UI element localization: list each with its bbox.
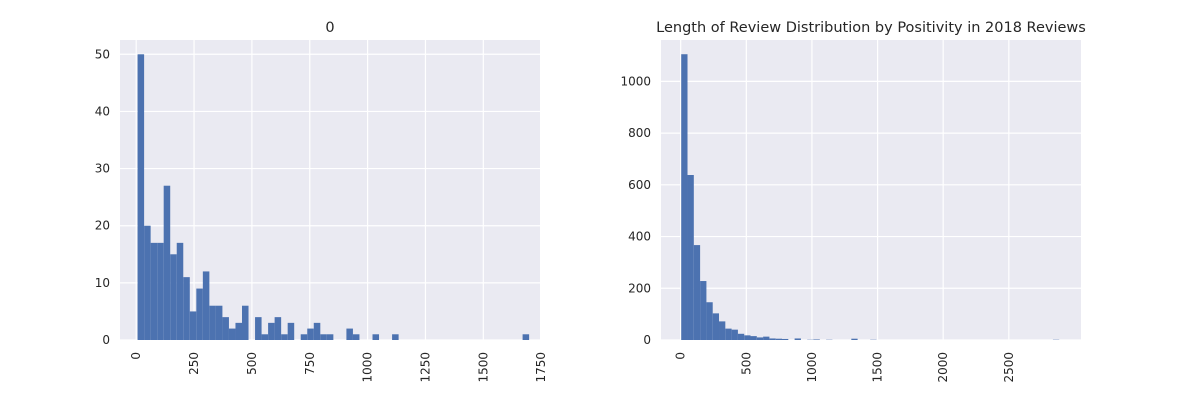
y-tick-label: 20 bbox=[95, 219, 110, 233]
histogram-bar bbox=[769, 338, 776, 340]
histogram-right: Length of Review Distribution by Positiv… bbox=[620, 20, 1085, 383]
x-tick-label: 2500 bbox=[1002, 352, 1016, 383]
y-tick-label: 1000 bbox=[620, 74, 651, 88]
histogram-bar bbox=[307, 328, 314, 340]
x-tick-label: 1000 bbox=[805, 352, 819, 383]
plot-area bbox=[120, 40, 540, 340]
histogram-bar bbox=[274, 317, 282, 340]
histogram-bar bbox=[693, 245, 701, 340]
histogram-bar bbox=[392, 334, 399, 340]
y-tick-label: 0 bbox=[102, 333, 110, 347]
x-tick-label: 1250 bbox=[418, 352, 432, 383]
histogram-bar bbox=[775, 338, 783, 340]
plot-area bbox=[661, 40, 1081, 340]
histogram-bar bbox=[782, 338, 789, 340]
y-tick-label: 10 bbox=[95, 276, 110, 290]
histogram-bar bbox=[706, 302, 713, 340]
histogram-bar bbox=[157, 242, 164, 340]
histogram-bar bbox=[228, 328, 236, 340]
histogram-bar bbox=[261, 334, 269, 340]
histogram-bar bbox=[712, 313, 720, 340]
y-tick-label: 0 bbox=[643, 333, 651, 347]
x-tick-label: 1750 bbox=[534, 352, 548, 383]
histogram-bar bbox=[137, 54, 145, 341]
x-tick-label: 0 bbox=[129, 352, 143, 360]
histogram-bar bbox=[144, 225, 151, 340]
histogram-bar bbox=[756, 337, 764, 340]
y-tick-label: 600 bbox=[628, 178, 651, 192]
y-tick-label: 400 bbox=[628, 230, 651, 244]
x-tick-label: 1000 bbox=[361, 352, 375, 383]
histogram-bar bbox=[372, 334, 380, 340]
y-tick-label: 200 bbox=[628, 281, 651, 295]
histogram-bar bbox=[700, 281, 707, 340]
chart-title: Length of Review Distribution by Positiv… bbox=[656, 20, 1086, 36]
histogram-bar bbox=[719, 321, 726, 340]
histogram-bar bbox=[176, 242, 184, 340]
x-tick-label: 0 bbox=[674, 352, 688, 360]
x-tick-label: 1500 bbox=[476, 352, 490, 383]
y-tick-label: 800 bbox=[628, 126, 651, 140]
histogram-bar bbox=[202, 271, 210, 340]
histogram-bar bbox=[681, 54, 688, 341]
histogram-bar bbox=[281, 334, 288, 340]
histogram-bar bbox=[750, 336, 757, 340]
histogram-bar bbox=[241, 305, 249, 340]
y-tick-label: 30 bbox=[95, 162, 110, 176]
y-tick-label: 40 bbox=[95, 104, 110, 118]
histogram-bar bbox=[300, 334, 308, 340]
histogram-bar bbox=[196, 288, 203, 340]
histogram-bar bbox=[346, 328, 353, 340]
histogram-bar bbox=[737, 333, 745, 340]
histogram-bar bbox=[851, 338, 858, 340]
y-tick-label: 50 bbox=[95, 47, 110, 61]
x-tick-label: 2000 bbox=[936, 352, 950, 383]
histogram-bar bbox=[313, 322, 321, 340]
histogram-bar bbox=[215, 305, 223, 340]
histogram-bar bbox=[163, 185, 171, 340]
histogram-bar bbox=[209, 305, 216, 340]
histogram-bar bbox=[763, 336, 770, 340]
histogram-bar bbox=[150, 242, 158, 340]
histogram-bar bbox=[794, 338, 801, 340]
histogram-bar bbox=[183, 277, 190, 340]
histogram-bar bbox=[320, 334, 327, 340]
histogram-bar bbox=[235, 322, 242, 340]
histogram-bar bbox=[255, 317, 262, 340]
histogram-bar bbox=[725, 328, 732, 340]
histogram-left: 0 0 250 500 750 1000 1250 1500 1750 0 10 20 30 40 50 bbox=[95, 20, 548, 383]
histogram-bar bbox=[189, 311, 197, 340]
histogram-bar bbox=[326, 334, 334, 340]
histogram-bar bbox=[170, 254, 177, 340]
x-tick-label: 500 bbox=[245, 352, 259, 375]
histogram-bar bbox=[287, 322, 295, 340]
histogram-bar bbox=[352, 334, 360, 340]
histogram-bar bbox=[813, 339, 820, 340]
histogram-bar bbox=[268, 322, 275, 340]
histogram-bar bbox=[222, 317, 229, 340]
histogram-bar bbox=[522, 334, 530, 340]
histogram-bar bbox=[687, 175, 694, 340]
x-tick-label: 250 bbox=[187, 352, 201, 375]
x-tick-label: 750 bbox=[303, 352, 317, 375]
histogram-bar bbox=[744, 335, 751, 340]
chart-title: 0 bbox=[325, 20, 334, 36]
histogram-bar bbox=[731, 329, 738, 340]
x-tick-label: 1500 bbox=[871, 352, 885, 383]
x-tick-label: 500 bbox=[739, 352, 753, 375]
